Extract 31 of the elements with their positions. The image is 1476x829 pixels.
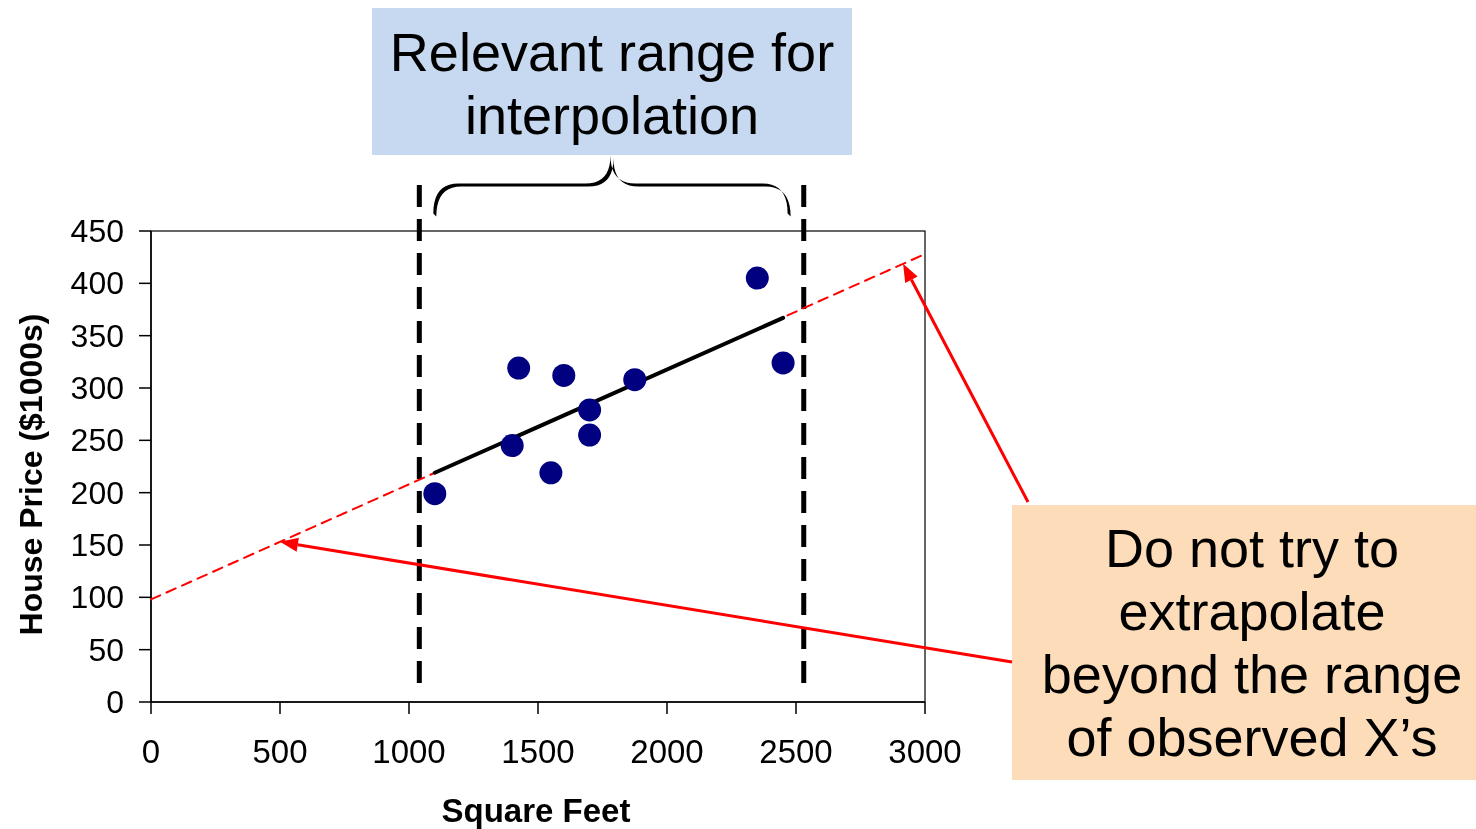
point xyxy=(771,351,795,375)
x-tick-label: 0 xyxy=(141,733,161,770)
x-tick-label: 3000 xyxy=(888,733,962,770)
point xyxy=(539,461,563,485)
y-axis-title: House Price ($1000s) xyxy=(13,313,49,636)
y-tick-label: 400 xyxy=(70,265,124,302)
point xyxy=(500,434,524,458)
point xyxy=(623,368,647,392)
text: Do not try to extrapolate beyond the range of observed X’s xyxy=(1041,518,1463,767)
point xyxy=(552,363,576,387)
point xyxy=(745,266,769,290)
y-tick-label: 150 xyxy=(70,527,124,563)
y-tick-label: 250 xyxy=(70,422,124,459)
y-tick-label: 450 xyxy=(70,213,124,249)
point xyxy=(578,423,602,447)
y-tick-label: 200 xyxy=(70,474,124,511)
text: Relevant range for interpolation xyxy=(389,22,835,145)
x-tick-label: 1000 xyxy=(372,733,446,770)
x-axis-title: Square Feet xyxy=(441,792,631,829)
y-tick-label: 0 xyxy=(106,684,124,720)
y-tick-label: 50 xyxy=(88,631,124,668)
point xyxy=(507,356,531,380)
y-tick-label: 300 xyxy=(70,370,124,406)
x-tick-label: 2500 xyxy=(759,733,833,770)
x-tick-label: 500 xyxy=(252,733,308,770)
point xyxy=(423,482,447,506)
point xyxy=(578,398,602,422)
x-tick-label: 2000 xyxy=(630,733,704,770)
y-tick-label: 100 xyxy=(70,579,124,616)
x-tick-label: 1500 xyxy=(501,733,575,770)
y-tick-label: 350 xyxy=(70,317,124,354)
